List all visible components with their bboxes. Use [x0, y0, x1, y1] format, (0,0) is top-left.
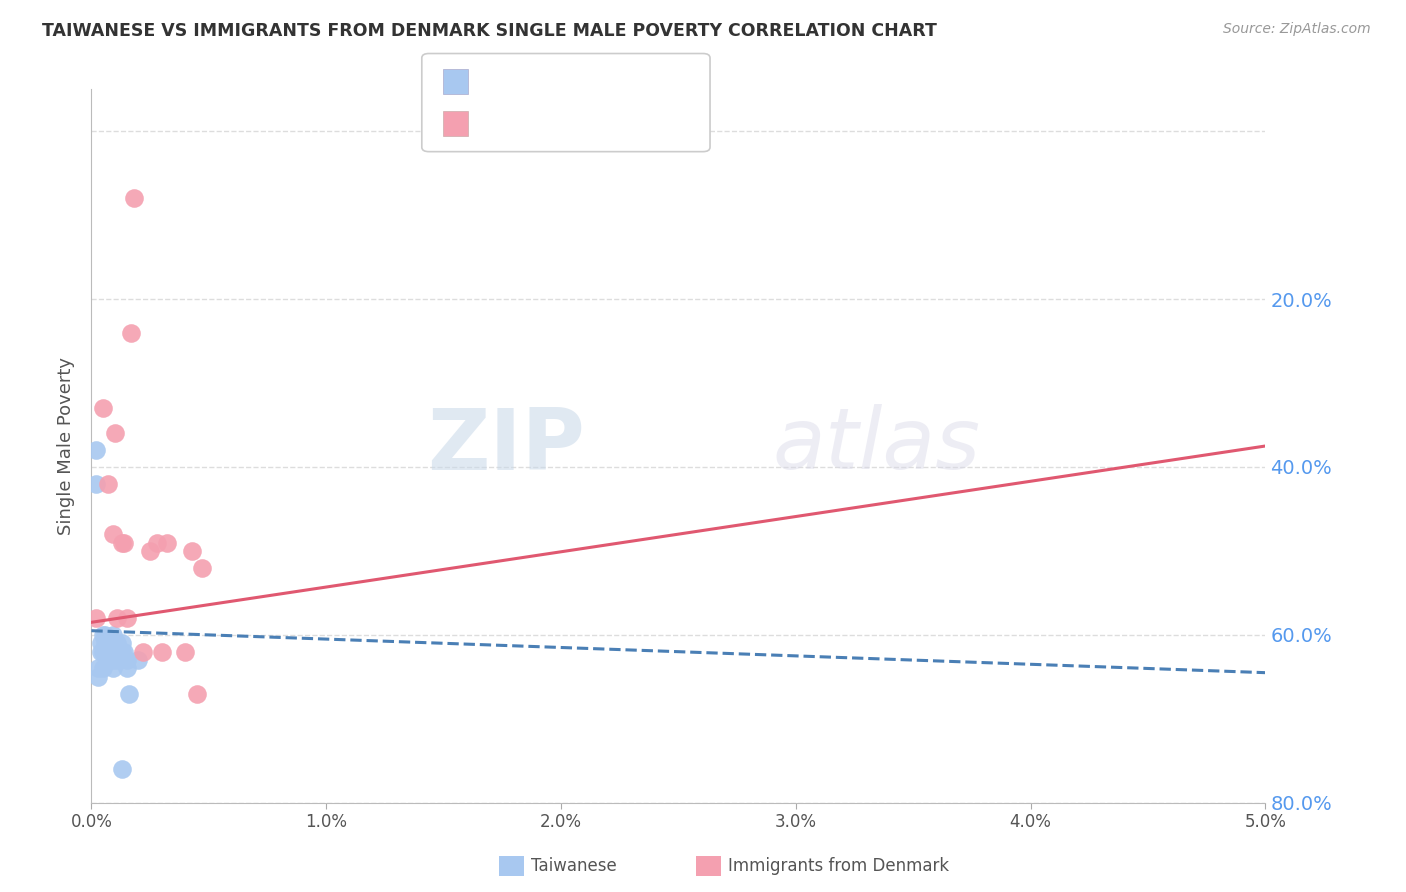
Point — [97, 476, 120, 491]
Point — [87, 670, 110, 684]
Point — [111, 645, 134, 659]
Text: 35: 35 — [609, 71, 636, 91]
Point — [98, 645, 121, 659]
Point — [115, 653, 138, 667]
Point — [101, 527, 124, 541]
Point — [111, 762, 134, 776]
Point — [108, 653, 131, 667]
Point — [104, 653, 127, 667]
Text: N =: N = — [576, 71, 620, 91]
Point — [127, 653, 149, 667]
Point — [132, 645, 155, 659]
Point — [112, 645, 135, 659]
Text: ZIP: ZIP — [427, 404, 585, 488]
Point — [139, 544, 162, 558]
Point — [90, 645, 112, 659]
Point — [84, 443, 107, 458]
Point — [122, 191, 145, 205]
Point — [108, 645, 131, 659]
Point — [181, 544, 204, 558]
Text: 0.348: 0.348 — [510, 113, 579, 133]
Point — [120, 326, 142, 340]
Text: Taiwanese: Taiwanese — [531, 857, 617, 875]
Point — [84, 476, 107, 491]
Point — [97, 645, 120, 659]
Point — [115, 661, 138, 675]
Point — [98, 653, 121, 667]
Point — [91, 628, 114, 642]
Text: TAIWANESE VS IMMIGRANTS FROM DENMARK SINGLE MALE POVERTY CORRELATION CHART: TAIWANESE VS IMMIGRANTS FROM DENMARK SIN… — [42, 22, 936, 40]
Point — [97, 653, 120, 667]
Point — [104, 426, 127, 441]
Point — [84, 611, 107, 625]
Point — [105, 645, 128, 659]
Point — [111, 535, 134, 549]
Text: R =: R = — [477, 71, 519, 91]
Point — [91, 645, 114, 659]
Y-axis label: Single Male Poverty: Single Male Poverty — [58, 357, 76, 535]
Point — [91, 401, 114, 416]
Text: R =: R = — [477, 113, 519, 133]
Point — [98, 636, 121, 650]
Point — [146, 535, 169, 549]
Point — [186, 687, 208, 701]
Point — [190, 560, 212, 574]
Point — [150, 645, 173, 659]
Point — [94, 628, 117, 642]
Point — [97, 636, 120, 650]
Text: N =: N = — [576, 113, 620, 133]
Point — [101, 645, 124, 659]
Point — [118, 687, 141, 701]
Point — [104, 645, 127, 659]
Text: 20: 20 — [609, 113, 636, 133]
Point — [111, 636, 134, 650]
Text: Source: ZipAtlas.com: Source: ZipAtlas.com — [1223, 22, 1371, 37]
Point — [90, 636, 112, 650]
Text: Immigrants from Denmark: Immigrants from Denmark — [728, 857, 949, 875]
Point — [101, 628, 124, 642]
Point — [105, 611, 128, 625]
Point — [94, 636, 117, 650]
Point — [91, 661, 114, 675]
Point — [112, 535, 135, 549]
Point — [105, 636, 128, 650]
Point — [115, 611, 138, 625]
Point — [174, 645, 197, 659]
Point — [87, 661, 110, 675]
Point — [101, 661, 124, 675]
Text: -0.103: -0.103 — [510, 71, 579, 91]
Point — [104, 636, 127, 650]
Point — [155, 535, 177, 549]
Text: atlas: atlas — [772, 404, 980, 488]
